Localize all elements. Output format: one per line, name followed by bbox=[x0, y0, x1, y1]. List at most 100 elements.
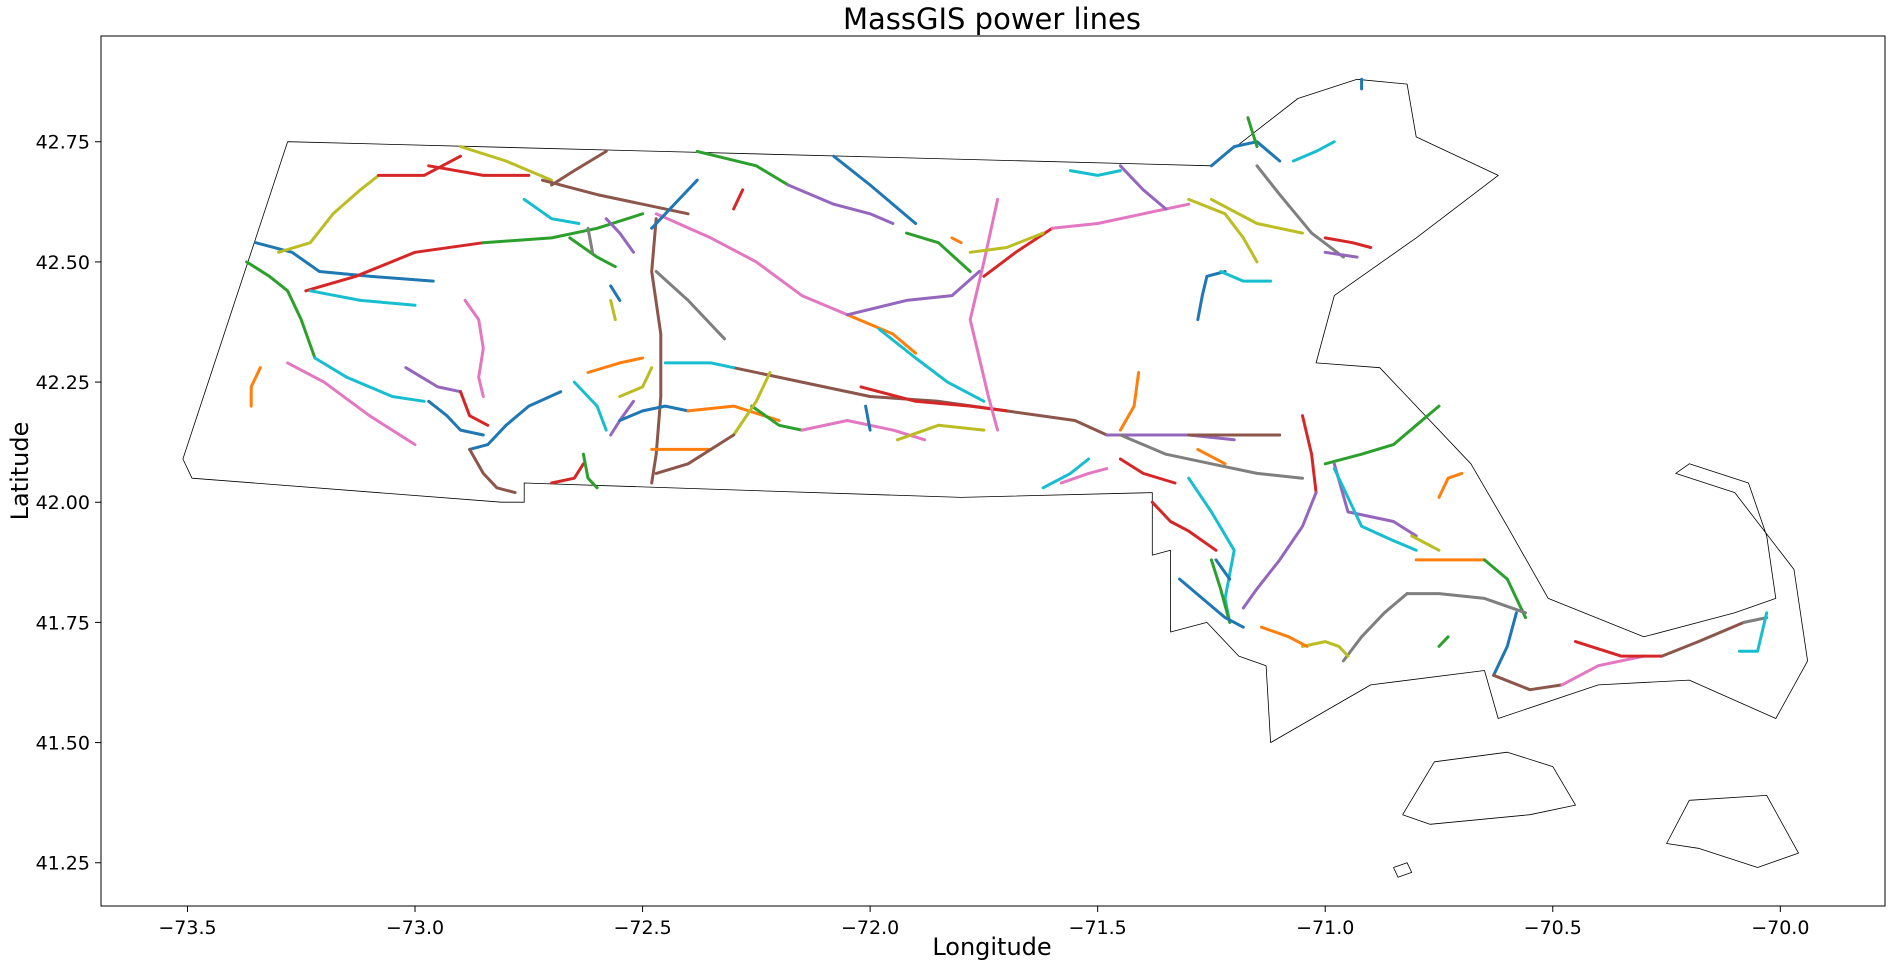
power-line-segment bbox=[968, 231, 1045, 254]
power-line-segment bbox=[459, 390, 490, 427]
power-line-segment bbox=[1150, 500, 1218, 552]
y-tick-label: 42.25 bbox=[36, 372, 90, 394]
power-line-segment bbox=[1301, 640, 1350, 658]
power-line-segment bbox=[895, 423, 986, 442]
island-outline bbox=[1666, 795, 1799, 868]
y-axis: 41.25 41.50 41.75 42.00 42.25 42.50 42.75 bbox=[36, 132, 101, 875]
power-line-segment bbox=[304, 241, 485, 293]
power-line-segment bbox=[481, 212, 645, 245]
x-tick-label: −73.0 bbox=[386, 917, 444, 939]
power-line-segment bbox=[468, 447, 517, 495]
power-line-segment bbox=[586, 226, 594, 254]
x-axis: −73.5 −73.0 −72.5 −72.0 −71.5 −71.0 −70.5 −70.0 bbox=[158, 906, 1809, 939]
power-line-segment bbox=[1105, 433, 1236, 442]
power-line-segment bbox=[1209, 558, 1232, 624]
power-line-segment bbox=[468, 390, 563, 451]
power-line-segment bbox=[1492, 673, 1564, 692]
x-axis-label: Longitude bbox=[932, 933, 1051, 961]
power-line-segment bbox=[568, 236, 617, 269]
power-line-segment bbox=[845, 313, 918, 355]
power-line-segment bbox=[1332, 467, 1418, 552]
power-line-segment bbox=[618, 366, 654, 398]
power-line-segment bbox=[404, 366, 462, 394]
power-line-segment bbox=[1437, 635, 1450, 648]
plot-area bbox=[182, 77, 1808, 878]
power-line-segment bbox=[1660, 620, 1746, 658]
chart-title: MassGIS power lines bbox=[843, 2, 1141, 36]
y-tick-label: 42.00 bbox=[36, 492, 90, 514]
power-line-segment bbox=[695, 149, 790, 187]
power-line-segment bbox=[1219, 270, 1273, 283]
power-line-segment bbox=[1214, 558, 1232, 581]
power-line-segment bbox=[1260, 625, 1309, 648]
power-line-segment bbox=[1405, 592, 1527, 615]
power-line-segment bbox=[1059, 467, 1109, 485]
y-tick-label: 41.25 bbox=[36, 853, 90, 875]
x-tick-label: −72.5 bbox=[613, 917, 671, 939]
power-line-segment bbox=[1410, 534, 1441, 552]
power-line-segment bbox=[732, 188, 745, 211]
power-line-segment bbox=[654, 212, 849, 317]
power-line-segment bbox=[1241, 491, 1318, 610]
power-line-segment bbox=[308, 289, 417, 307]
power-line-segment bbox=[1737, 611, 1769, 653]
power-line-segment bbox=[1118, 433, 1304, 480]
power-line-segment bbox=[1196, 270, 1227, 322]
power-line-segment bbox=[859, 385, 1009, 413]
power-line-segment bbox=[609, 298, 617, 322]
power-line-segment bbox=[286, 361, 417, 447]
y-tick-label: 41.75 bbox=[36, 612, 90, 634]
power-line-segment bbox=[313, 356, 426, 403]
power-line-segment bbox=[245, 260, 317, 360]
power-line-segment bbox=[1323, 250, 1359, 259]
power-line-segment bbox=[1068, 169, 1122, 177]
power-line-segment bbox=[249, 366, 262, 408]
power-line-segment bbox=[1560, 654, 1646, 687]
x-tick-label: −72.0 bbox=[841, 917, 899, 939]
power-line-segment bbox=[609, 284, 622, 302]
power-line-segment bbox=[663, 361, 736, 370]
power-line-segment bbox=[1437, 471, 1464, 499]
x-tick-label: −71.0 bbox=[1296, 917, 1354, 939]
power-lines-layer bbox=[245, 77, 1769, 692]
power-line-segment bbox=[1118, 457, 1177, 485]
power-line-segment bbox=[581, 452, 599, 490]
x-tick-label: −73.5 bbox=[158, 917, 216, 939]
power-line-segment bbox=[1323, 404, 1441, 466]
y-tick-label: 41.50 bbox=[36, 733, 90, 755]
power-line-segment bbox=[1492, 611, 1518, 677]
power-line-segment bbox=[427, 164, 531, 177]
power-line-segment bbox=[1742, 616, 1769, 624]
y-tick-label: 42.75 bbox=[36, 132, 90, 154]
power-line-segment bbox=[377, 154, 462, 177]
state-outline-layer bbox=[182, 78, 1808, 878]
power-line-segment bbox=[1118, 164, 1168, 211]
power-line-segment bbox=[1301, 414, 1318, 495]
x-tick-label: −70.0 bbox=[1751, 917, 1809, 939]
power-line-segment bbox=[1291, 140, 1336, 163]
power-line-segment bbox=[1246, 116, 1259, 149]
state-boundary bbox=[182, 78, 1808, 743]
plot-frame bbox=[100, 35, 1886, 907]
island-outline bbox=[1402, 751, 1576, 825]
power-line-segment bbox=[732, 366, 1109, 437]
power-line-segment bbox=[950, 236, 963, 245]
power-line-segment bbox=[1187, 197, 1259, 264]
power-line-segment bbox=[1332, 462, 1418, 538]
power-line-segment bbox=[277, 173, 381, 254]
power-line-segment bbox=[1209, 140, 1282, 168]
power-line-segment bbox=[1178, 577, 1245, 629]
y-tick-label: 42.50 bbox=[36, 252, 90, 274]
power-line-segment bbox=[427, 399, 485, 437]
power-line-segment bbox=[618, 404, 690, 422]
power-line-segment bbox=[550, 149, 608, 187]
power-line-segment bbox=[522, 197, 581, 225]
power-line-segment bbox=[463, 298, 485, 398]
power-line-segment bbox=[654, 270, 726, 341]
power-line-segment bbox=[650, 178, 699, 230]
y-axis-label: Latitude bbox=[6, 422, 34, 521]
power-line-segment bbox=[1574, 640, 1664, 658]
power-line-segment bbox=[1196, 447, 1227, 466]
power-line-segment bbox=[1118, 371, 1141, 432]
